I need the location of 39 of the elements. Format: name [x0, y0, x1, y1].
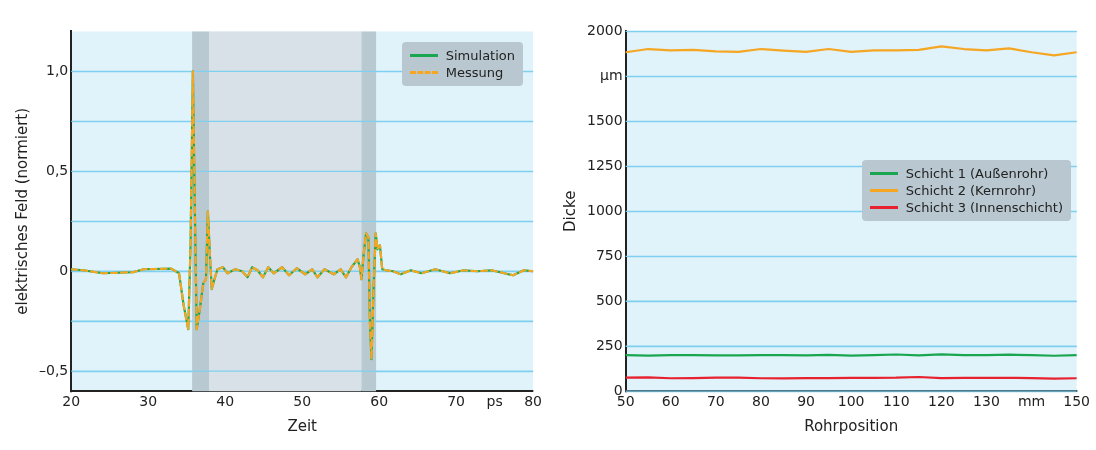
legend-label: Schicht 1 (Außenrohr) — [905, 166, 1049, 181]
y-tick-label: µm — [600, 67, 623, 84]
y-tick-label: 1500 — [586, 111, 623, 128]
legend-label: Schicht 2 (Kernrohr) — [905, 183, 1037, 198]
x-tick-label: ps — [486, 393, 503, 410]
x-tick-label: 150 — [1063, 393, 1091, 410]
x-tick-label: 80 — [524, 393, 543, 410]
x-tick-label: 80 — [752, 393, 770, 410]
y-tick-label: 1,0 — [46, 62, 69, 79]
x-axis-title: Zeit — [287, 416, 318, 435]
x-tick-label: 110 — [882, 393, 910, 410]
y-tick-label: 2000 — [586, 22, 623, 39]
x-tick-label: 30 — [139, 393, 158, 410]
x-tick-label: 60 — [370, 393, 389, 410]
x-tick-label: 70 — [706, 393, 725, 410]
x-tick-label: 60 — [661, 393, 680, 410]
x-tick-label: 100 — [837, 393, 865, 410]
y-tick-label: 0 — [59, 261, 69, 278]
x-tick-label: 50 — [293, 393, 312, 410]
y-tick-label: –0,5 — [39, 361, 69, 378]
y-tick-label: 750 — [595, 246, 623, 263]
y-tick-label: 1250 — [586, 156, 623, 173]
y-axis-title: Dicke — [560, 190, 579, 232]
legend-label: Simulation — [445, 48, 515, 63]
y-axis-title: elektrisches Feld (normiert) — [12, 107, 31, 315]
x-tick-label: 20 — [62, 393, 81, 410]
x-tick-label: mm — [1017, 393, 1046, 410]
x-tick-label: 40 — [216, 393, 235, 410]
legend-label: Messung — [445, 65, 504, 80]
y-tick-label: 0,5 — [46, 161, 69, 178]
y-tick-label: 250 — [595, 336, 623, 353]
x-axis-title: Rohrposition — [804, 416, 899, 435]
x-tick-label: 130 — [973, 393, 1000, 410]
y-tick-label: 500 — [595, 291, 623, 308]
x-tick-label: 70 — [447, 393, 466, 410]
legend-label: Schicht 3 (Innenschicht) — [905, 200, 1063, 215]
x-tick-label: 90 — [797, 393, 815, 410]
y-tick-label: 1000 — [586, 201, 623, 218]
x-tick-label: 120 — [927, 393, 955, 410]
